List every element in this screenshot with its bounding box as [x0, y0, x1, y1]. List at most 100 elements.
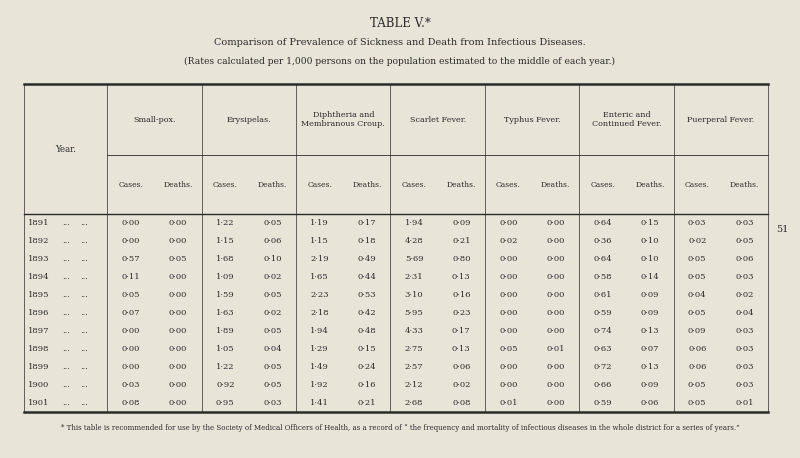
Text: 0·13: 0·13: [641, 363, 659, 371]
Text: ...: ...: [62, 345, 70, 353]
Text: ...: ...: [62, 381, 70, 389]
Text: 0·00: 0·00: [169, 399, 187, 407]
Text: 1·89: 1·89: [216, 327, 234, 335]
Text: 3·10: 3·10: [405, 291, 423, 299]
Text: 0·09: 0·09: [688, 327, 706, 335]
Text: 2·31: 2·31: [405, 273, 423, 281]
Text: 0·02: 0·02: [688, 237, 706, 245]
Text: 0·00: 0·00: [169, 327, 187, 335]
Text: 0·95: 0·95: [216, 399, 234, 407]
Text: 0·72: 0·72: [594, 363, 612, 371]
Text: 0·03: 0·03: [735, 363, 754, 371]
Text: ...: ...: [80, 255, 88, 263]
Text: 1892: 1892: [28, 237, 49, 245]
Text: ...: ...: [62, 327, 70, 335]
Text: 0·05: 0·05: [499, 345, 518, 353]
Text: 1898: 1898: [28, 345, 50, 353]
Text: 0·74: 0·74: [594, 327, 612, 335]
Text: 0·16: 0·16: [358, 381, 376, 389]
Text: Deaths.: Deaths.: [352, 180, 382, 189]
Text: 0·00: 0·00: [546, 309, 565, 317]
Text: Diphtheria and
Membranous Croup.: Diphtheria and Membranous Croup.: [302, 111, 385, 128]
Text: 0·11: 0·11: [122, 273, 140, 281]
Text: 1901: 1901: [28, 399, 49, 407]
Text: 0·00: 0·00: [169, 219, 187, 227]
Text: ...: ...: [80, 291, 88, 299]
Text: 1·68: 1·68: [216, 255, 234, 263]
Text: 0·00: 0·00: [499, 363, 518, 371]
Text: 0·05: 0·05: [688, 309, 706, 317]
Text: Deaths.: Deaths.: [635, 180, 665, 189]
Text: 0·04: 0·04: [688, 291, 706, 299]
Text: 0·06: 0·06: [688, 363, 706, 371]
Text: 0·18: 0·18: [358, 237, 376, 245]
Text: Cases.: Cases.: [496, 180, 521, 189]
Text: 0·05: 0·05: [263, 219, 282, 227]
Text: Year.: Year.: [55, 145, 76, 154]
Text: 0·00: 0·00: [122, 363, 140, 371]
Text: 1·63: 1·63: [216, 309, 234, 317]
Text: 0·00: 0·00: [499, 327, 518, 335]
Text: Cases.: Cases.: [118, 180, 143, 189]
Text: 0·15: 0·15: [358, 345, 376, 353]
Text: 0·09: 0·09: [641, 381, 659, 389]
Text: 0·02: 0·02: [735, 291, 754, 299]
Text: (Rates calculated per 1,000 persons on the population estimated to the middle of: (Rates calculated per 1,000 persons on t…: [185, 57, 615, 66]
Text: 1·15: 1·15: [310, 237, 329, 245]
Text: ...: ...: [62, 255, 70, 263]
Text: 0·03: 0·03: [735, 219, 754, 227]
Text: ...: ...: [80, 327, 88, 335]
Text: 2·57: 2·57: [405, 363, 423, 371]
Text: 0·05: 0·05: [263, 291, 282, 299]
Text: Scarlet Fever.: Scarlet Fever.: [410, 115, 466, 124]
Text: 1891: 1891: [28, 219, 50, 227]
Text: 0·02: 0·02: [499, 237, 518, 245]
Text: 0·02: 0·02: [452, 381, 470, 389]
Text: Cases.: Cases.: [307, 180, 332, 189]
Text: 0·21: 0·21: [452, 237, 470, 245]
Text: 0·05: 0·05: [263, 363, 282, 371]
Text: ...: ...: [80, 273, 88, 281]
Text: 0·04: 0·04: [263, 345, 282, 353]
Text: 2·19: 2·19: [310, 255, 329, 263]
Text: 0·03: 0·03: [735, 381, 754, 389]
Text: ...: ...: [62, 309, 70, 317]
Text: 1·05: 1·05: [216, 345, 234, 353]
Text: 1893: 1893: [28, 255, 50, 263]
Text: 0·06: 0·06: [452, 363, 470, 371]
Text: 0·15: 0·15: [641, 219, 659, 227]
Text: Cases.: Cases.: [402, 180, 426, 189]
Text: Deaths.: Deaths.: [163, 180, 193, 189]
Text: 0·00: 0·00: [546, 291, 565, 299]
Text: 0·00: 0·00: [169, 345, 187, 353]
Text: Comparison of Prevalence of Sickness and Death from Infectious Diseases.: Comparison of Prevalence of Sickness and…: [214, 38, 586, 47]
Text: 0·49: 0·49: [358, 255, 376, 263]
Text: 0·05: 0·05: [688, 273, 706, 281]
Text: 0·00: 0·00: [546, 273, 565, 281]
Text: 0·07: 0·07: [122, 309, 140, 317]
Text: Deaths.: Deaths.: [258, 180, 287, 189]
Text: 0·07: 0·07: [641, 345, 659, 353]
Text: 0·06: 0·06: [735, 255, 754, 263]
Text: 0·04: 0·04: [735, 309, 754, 317]
Text: 5·95: 5·95: [405, 309, 423, 317]
Text: 1·22: 1·22: [216, 363, 234, 371]
Text: 0·06: 0·06: [641, 399, 659, 407]
Text: 0·00: 0·00: [122, 327, 140, 335]
Text: 0·44: 0·44: [358, 273, 376, 281]
Text: 1·29: 1·29: [310, 345, 329, 353]
Text: 0·00: 0·00: [546, 255, 565, 263]
Text: 0·59: 0·59: [594, 399, 612, 407]
Text: 0·03: 0·03: [735, 273, 754, 281]
Text: 0·10: 0·10: [641, 237, 659, 245]
Text: Enteric and
Continued Fever.: Enteric and Continued Fever.: [592, 111, 661, 128]
Text: 0·00: 0·00: [169, 381, 187, 389]
Text: Puerperal Fever.: Puerperal Fever.: [687, 115, 754, 124]
Text: 0·24: 0·24: [358, 363, 376, 371]
Text: 0·08: 0·08: [122, 399, 140, 407]
Text: 0·00: 0·00: [546, 219, 565, 227]
Text: 1899: 1899: [28, 363, 50, 371]
Text: 0·00: 0·00: [169, 363, 187, 371]
Text: ...: ...: [80, 309, 88, 317]
Text: 0·03: 0·03: [688, 219, 706, 227]
